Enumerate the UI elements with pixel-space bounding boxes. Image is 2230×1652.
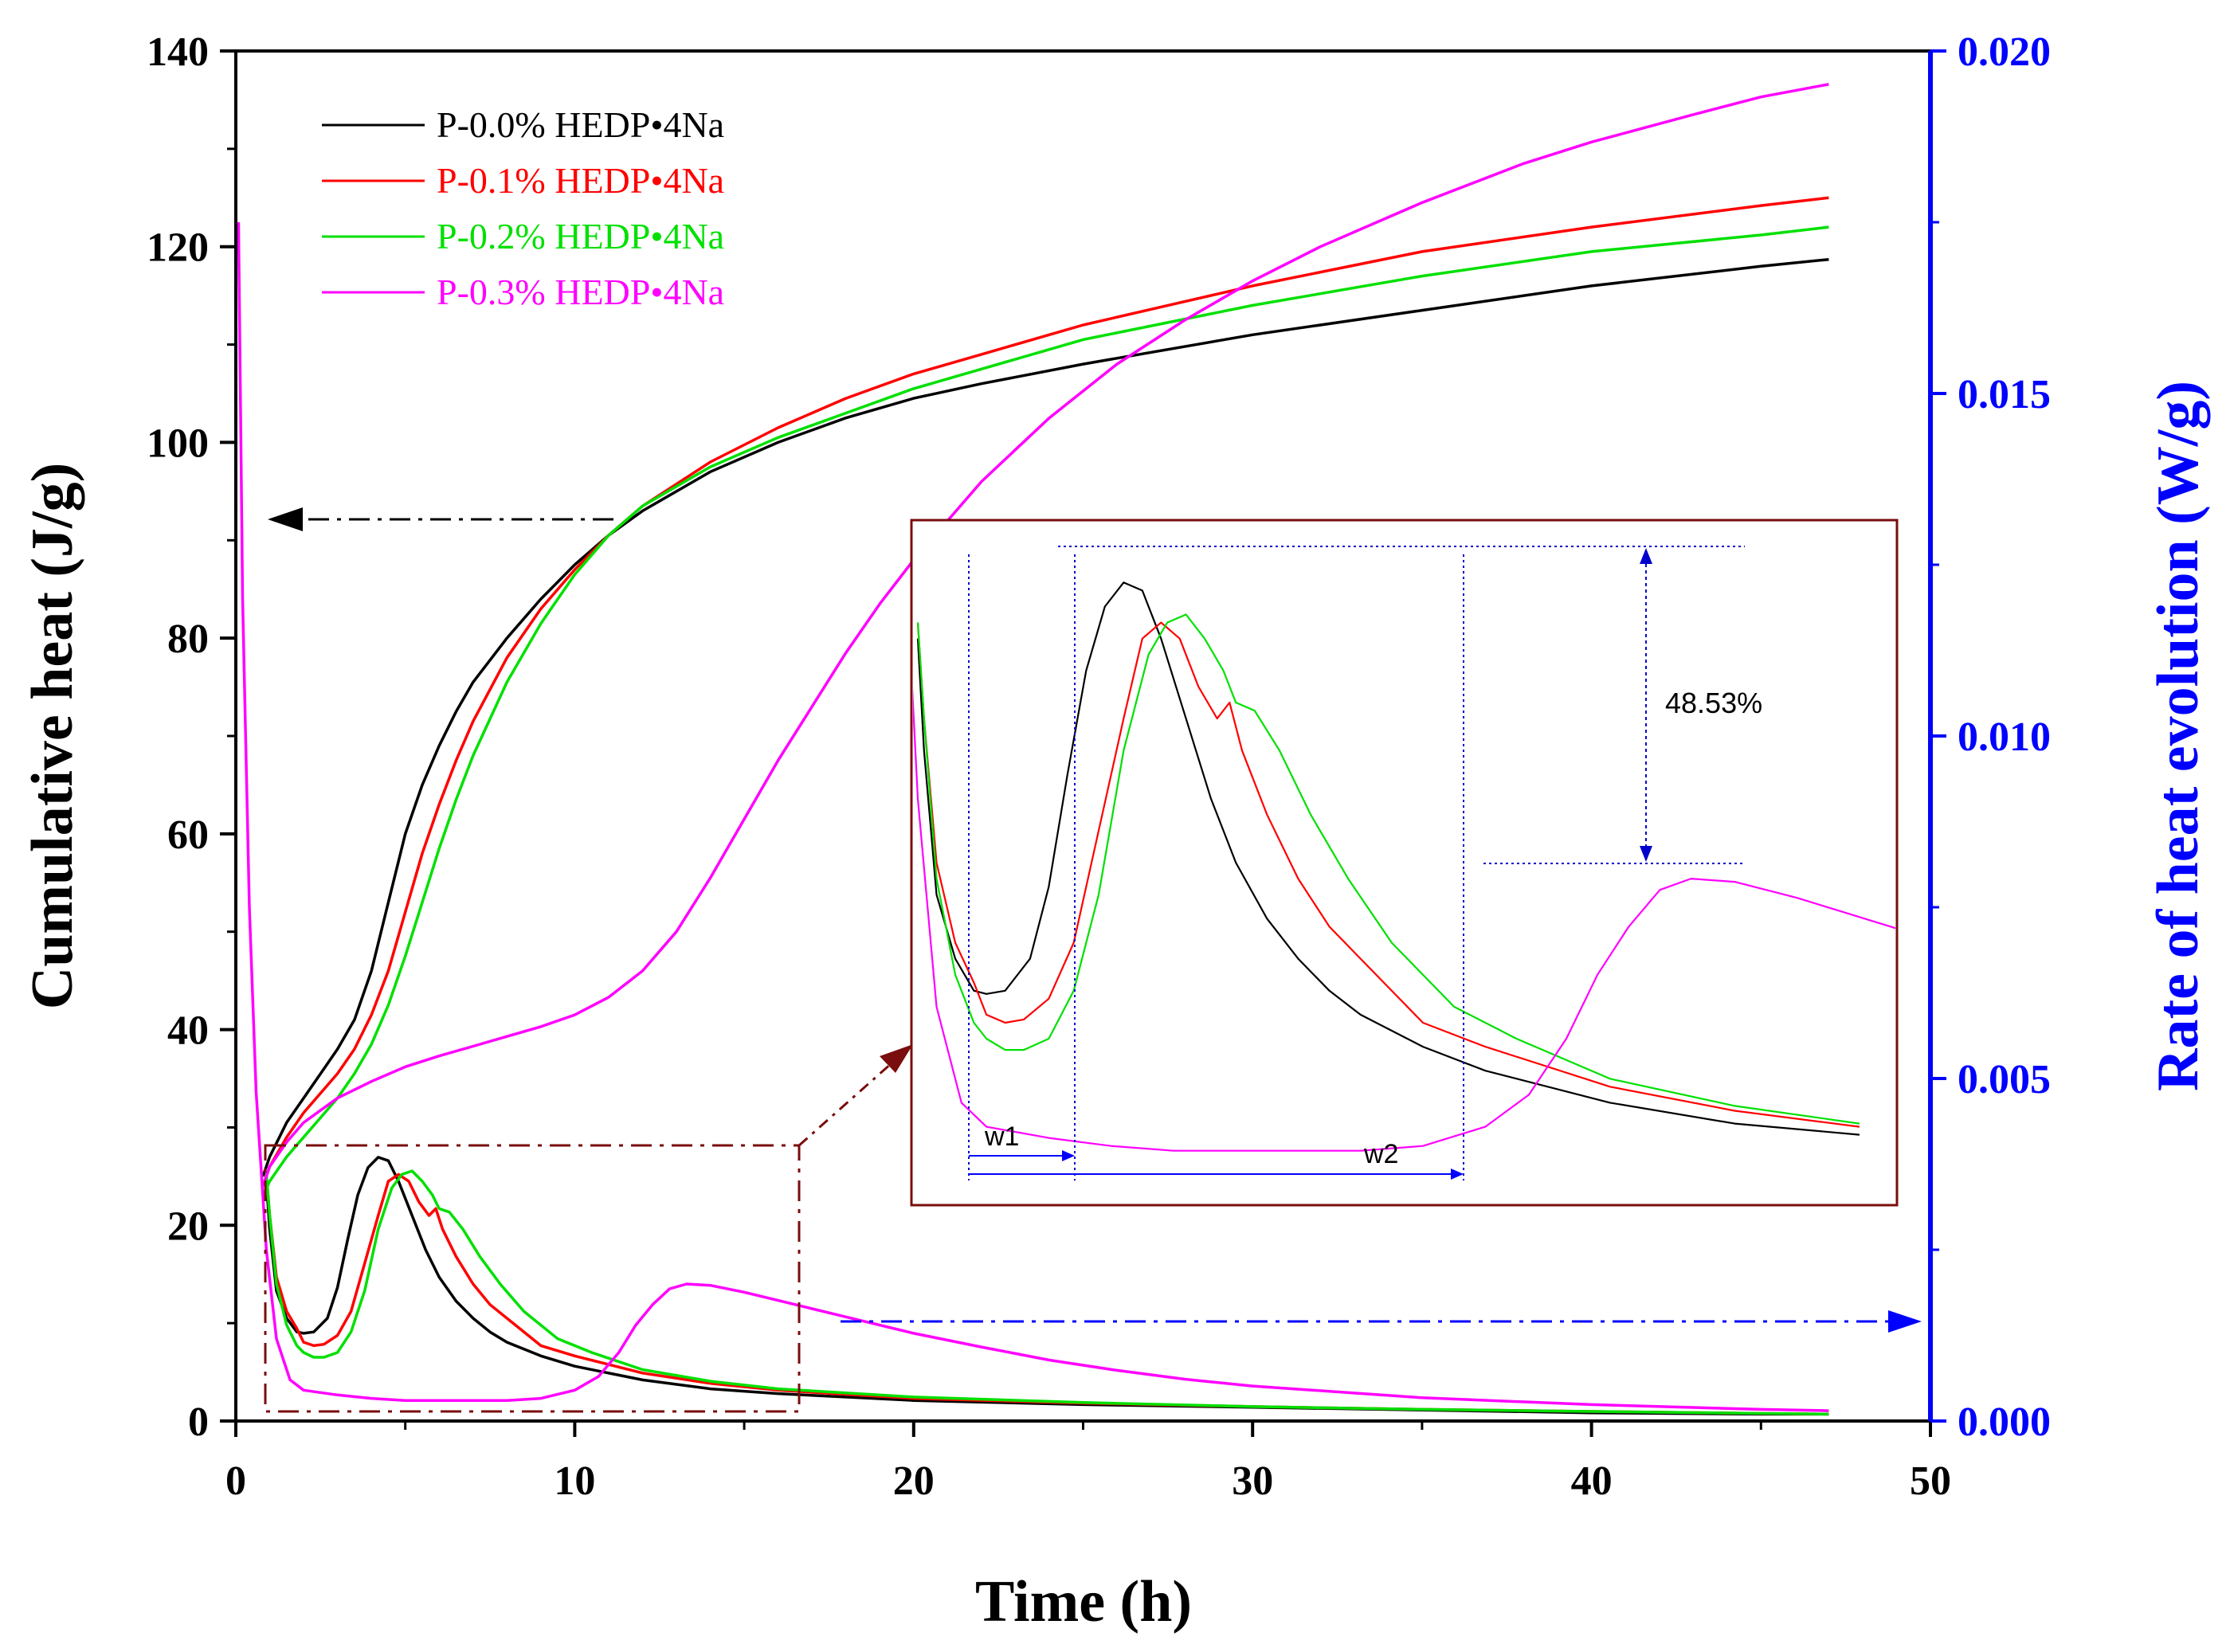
inset-percent-label: 48.53%	[1665, 687, 1762, 719]
right-tick-label: 0.020	[1958, 29, 2051, 75]
left-tick-label: 140	[147, 29, 209, 75]
heat-rate-line-3	[237, 221, 1829, 1412]
x-axis-ticks: 0 10 20 30 40 50	[225, 1421, 1951, 1504]
left-tick-label: 0	[188, 1400, 209, 1445]
inset-w2-label: w2	[1363, 1139, 1398, 1169]
left-tick-label: 20	[167, 1204, 209, 1249]
inset-height-arrow	[1640, 548, 1652, 862]
inset-panel: 48.53% w1 w2	[910, 519, 1899, 1207]
left-axis-arrow	[268, 507, 613, 531]
legend: P-0.0% HEDP•4Na P-0.1% HEDP•4Na P-0.2% H…	[322, 104, 724, 312]
x-tick-label: 40	[1571, 1458, 1613, 1504]
x-tick-label: 30	[1232, 1458, 1273, 1504]
left-tick-label: 60	[167, 812, 209, 858]
right-tick-label: 0.005	[1958, 1057, 2051, 1102]
inset-frame	[910, 519, 1899, 1207]
inset-series-layer	[913, 581, 1895, 1152]
cumulative-heat-line-3	[261, 83, 1829, 1187]
left-tick-label: 80	[167, 617, 209, 662]
inset-w1-label: w1	[984, 1122, 1019, 1152]
cumulative-heat-line-0	[261, 257, 1829, 1177]
inset-heat-rate-line-2	[916, 613, 1860, 1125]
right-tick-label: 0.010	[1958, 714, 2051, 760]
inset-w1-arrow	[969, 1150, 1075, 1161]
right-axis-arrow	[841, 1310, 1922, 1333]
inset-w2-arrow	[969, 1169, 1464, 1180]
inset-heat-rate-line-1	[916, 621, 1860, 1128]
zoom-region-box	[264, 1144, 801, 1413]
x-tick-label: 20	[893, 1458, 935, 1504]
x-tick-label: 10	[554, 1458, 595, 1504]
right-tick-label: 0.015	[1958, 372, 2051, 417]
legend-label-0: P-0.0% HEDP•4Na	[437, 104, 724, 145]
left-axis-title: Cumulative heat (J/g)	[20, 463, 85, 1010]
right-axis-title: Rate of heat evolution (W/g)	[2146, 381, 2211, 1091]
series-layer	[237, 83, 1829, 1416]
x-axis-title: Time (h)	[975, 1569, 1192, 1634]
zoom-connector-arrow	[798, 1044, 913, 1147]
left-tick-label: 120	[147, 225, 209, 271]
left-tick-label: 100	[147, 421, 209, 466]
right-axis-ticks: 0.000 0.005 0.010 0.015 0.020	[1930, 29, 2051, 1445]
x-tick-label: 50	[1910, 1458, 1951, 1504]
inset-heat-rate-line-3	[913, 687, 1895, 1152]
legend-label-1: P-0.1% HEDP•4Na	[437, 160, 724, 201]
heat-rate-line-0	[265, 1156, 1829, 1416]
heat-rate-line-2	[265, 1169, 1829, 1416]
cumulative-heat-line-1	[261, 196, 1829, 1187]
right-tick-label: 0.000	[1958, 1400, 2051, 1445]
legend-label-3: P-0.3% HEDP•4Na	[437, 272, 724, 312]
left-axis-ticks: 0 20 40 60 80 100 120 140	[147, 29, 236, 1445]
legend-label-2: P-0.2% HEDP•4Na	[437, 216, 724, 256]
left-tick-label: 40	[167, 1008, 209, 1054]
x-tick-label: 0	[225, 1458, 246, 1504]
